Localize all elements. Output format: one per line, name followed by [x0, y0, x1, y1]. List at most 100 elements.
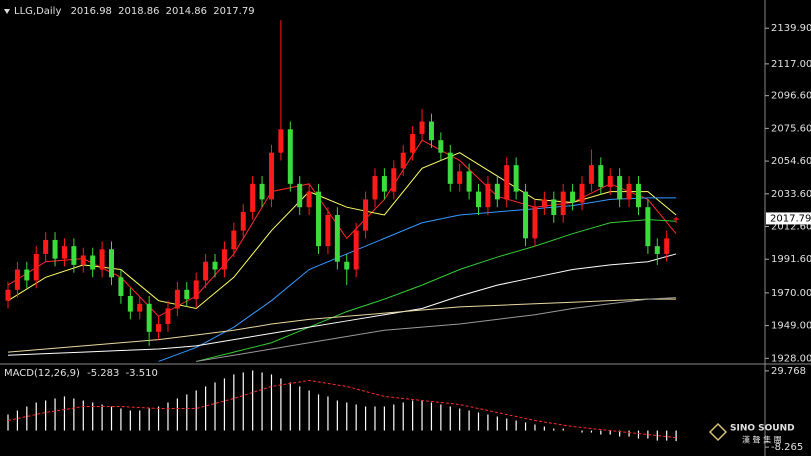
- candle-body: [645, 207, 651, 247]
- candle-body: [438, 140, 444, 153]
- y-tick-label: 2139.90: [771, 23, 811, 34]
- candle-body: [541, 199, 547, 208]
- candle-body: [372, 176, 378, 200]
- candle-body: [447, 152, 453, 184]
- moving-average: [7, 298, 677, 353]
- candle-body: [118, 277, 124, 297]
- candle-body: [570, 191, 576, 203]
- candle-body: [579, 183, 585, 203]
- moving-average: [7, 152, 677, 310]
- candle-body: [24, 269, 30, 281]
- candle-body: [381, 176, 387, 192]
- candle-body: [466, 171, 472, 192]
- y-tick-label: 1991.60: [771, 254, 811, 265]
- candle-body: [617, 176, 623, 200]
- candle-body: [607, 176, 613, 187]
- moving-average: [7, 253, 677, 356]
- symbol: LLG,Daily: [14, 6, 61, 17]
- signal-line: [7, 379, 677, 439]
- candle-body: [664, 238, 670, 254]
- candle-body: [193, 280, 199, 300]
- candle-body: [325, 214, 331, 247]
- candle-body: [250, 183, 256, 212]
- logo-name: SINO SOUND: [730, 424, 795, 434]
- logo-mark: [708, 422, 728, 442]
- low: 2014.86: [166, 6, 207, 17]
- candle-body: [165, 308, 171, 325]
- candle-body: [504, 165, 510, 200]
- moving-average: [196, 297, 677, 362]
- candle-body: [5, 289, 11, 301]
- candle-body: [598, 165, 604, 187]
- candle-body: [52, 239, 58, 259]
- candle-body: [588, 165, 594, 184]
- candle-body: [259, 183, 265, 200]
- y-tick-label: -8.265: [771, 442, 803, 453]
- price-tag: 2017.79: [770, 213, 811, 224]
- candle-body: [146, 303, 152, 332]
- candle-body: [212, 261, 218, 270]
- close: 2017.79: [213, 6, 254, 17]
- y-tick-label: 2117.00: [771, 59, 811, 70]
- candle-body: [278, 129, 284, 153]
- logo-chinese: 漢 聲 集 團: [742, 435, 782, 445]
- candle-body: [673, 218, 679, 220]
- candle-body: [353, 230, 359, 270]
- candle-body: [551, 199, 557, 215]
- y-tick-label: 1928.00: [771, 353, 811, 364]
- y-tick-label: 1949.00: [771, 321, 811, 332]
- candle-body: [99, 249, 105, 270]
- candle-body: [316, 191, 322, 247]
- candle-body: [90, 255, 96, 270]
- y-tick-label: 2075.60: [771, 123, 811, 134]
- price-tag-bg: [766, 212, 811, 225]
- candle-body: [297, 183, 303, 208]
- candle-body: [306, 191, 312, 208]
- candle-body: [240, 211, 246, 231]
- candle-body: [127, 296, 133, 312]
- candle-body: [523, 191, 529, 239]
- candle-body: [231, 230, 237, 250]
- y-tick-label: 2033.60: [771, 189, 811, 200]
- moving-average: [7, 139, 677, 317]
- candle-body: [109, 249, 115, 278]
- candle-body: [476, 191, 481, 208]
- candle-body: [626, 183, 632, 200]
- candle-body: [137, 303, 143, 312]
- candle-body: [61, 246, 67, 259]
- candle-body: [334, 214, 340, 262]
- signal-value: -3.510: [126, 368, 158, 379]
- candle-body: [428, 121, 434, 141]
- candle-body: [344, 261, 350, 270]
- candle-body: [363, 199, 369, 231]
- candle-body: [400, 152, 406, 169]
- y-tick-label: 2096.60: [771, 91, 811, 102]
- macd-title: MACD(12,26,9): [4, 368, 80, 379]
- candle-body: [14, 269, 20, 290]
- candle-body: [287, 129, 293, 184]
- high: 2018.86: [118, 6, 159, 17]
- moving-average: [158, 197, 677, 362]
- macd-header: MACD(12,26,9) -5.283 -3.510: [4, 368, 158, 379]
- candle-body: [635, 183, 641, 208]
- candle-body: [494, 183, 500, 200]
- logo: SINO SOUND 漢 聲 集 團: [708, 422, 795, 445]
- candle-body: [410, 133, 416, 153]
- menu-triangle[interactable]: [4, 9, 10, 14]
- moving-average: [196, 219, 677, 362]
- candle-body: [391, 168, 397, 192]
- candle-body: [184, 289, 190, 300]
- candle-body: [513, 165, 519, 192]
- candle-body: [174, 289, 180, 309]
- candle-body: [268, 152, 274, 200]
- candle-body: [203, 261, 209, 281]
- candle-body: [156, 324, 162, 332]
- y-tick-label: 29.768: [771, 366, 806, 377]
- candle-body: [80, 255, 86, 265]
- candle-body: [221, 249, 227, 270]
- candle-body: [71, 246, 77, 265]
- candle-body: [43, 239, 49, 254]
- candle-body: [457, 171, 463, 184]
- candle-body: [419, 121, 425, 134]
